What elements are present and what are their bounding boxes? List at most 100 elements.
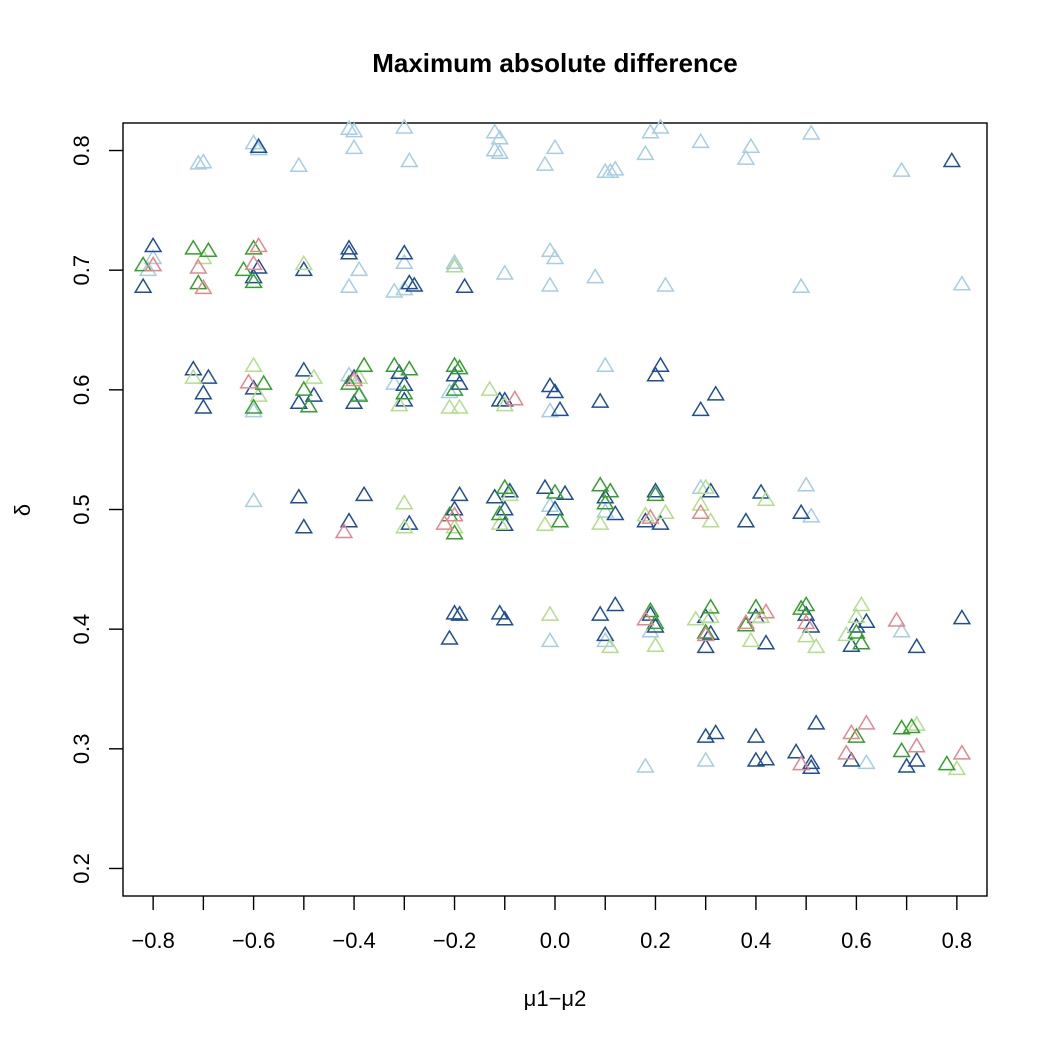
data-point: [701, 598, 720, 614]
data-point: [756, 634, 776, 650]
x-axis-label: μ1−μ2: [524, 986, 587, 1011]
data-point: [590, 605, 610, 621]
data-point: [590, 392, 610, 408]
data-point: [194, 153, 213, 169]
data-point: [339, 374, 359, 390]
data-point: [244, 491, 263, 508]
data-point: [143, 236, 163, 253]
data-point: [445, 506, 464, 522]
data-point: [791, 599, 811, 615]
data-point: [395, 518, 414, 534]
data-point: [339, 512, 359, 528]
data-point: [143, 248, 163, 265]
data-points: [133, 118, 972, 776]
data-point: [540, 241, 560, 258]
data-point: [450, 485, 469, 502]
data-point: [701, 607, 720, 624]
data-point: [641, 508, 660, 524]
data-point: [696, 623, 715, 639]
data-point: [545, 483, 565, 499]
data-point: [400, 360, 419, 376]
data-point: [701, 624, 720, 640]
data-point: [400, 274, 419, 290]
data-point: [796, 627, 816, 643]
data-point: [249, 236, 268, 253]
data-point: [842, 723, 861, 740]
data-point: [254, 374, 273, 390]
data-point: [249, 137, 268, 153]
x-tick-label: 0.2: [640, 928, 671, 953]
data-point: [495, 264, 514, 280]
data-point: [701, 482, 720, 498]
series-2: [184, 248, 967, 776]
data-point: [651, 356, 670, 372]
data-point: [244, 254, 263, 271]
data-point: [550, 400, 570, 417]
data-point: [194, 398, 213, 414]
data-point: [907, 637, 926, 654]
data-point: [535, 478, 555, 494]
data-point: [249, 386, 268, 402]
data-point: [596, 625, 615, 642]
data-point: [756, 490, 776, 506]
data-point: [199, 241, 218, 258]
data-point: [480, 380, 499, 396]
data-point: [294, 361, 314, 377]
data-point: [385, 282, 404, 298]
data-point: [596, 494, 615, 510]
data-point: [395, 253, 414, 270]
data-point: [756, 750, 776, 766]
data-point: [892, 161, 911, 177]
data-point: [952, 275, 972, 291]
data-point: [535, 515, 555, 532]
data-point: [194, 278, 213, 295]
data-point: [691, 400, 710, 417]
x-tick-label: −0.2: [433, 928, 476, 953]
data-point: [349, 260, 369, 277]
data-point: [455, 277, 474, 293]
data-point: [596, 502, 615, 518]
y-tick-label: 0.4: [69, 614, 94, 645]
data-point: [349, 386, 369, 402]
data-point: [952, 744, 972, 760]
data-point: [601, 162, 620, 179]
data-point: [244, 356, 263, 372]
data-point: [339, 119, 359, 135]
data-point: [857, 753, 876, 770]
data-point: [344, 138, 364, 155]
data-point: [143, 256, 163, 272]
data-point: [746, 727, 766, 743]
data-point: [837, 744, 856, 760]
data-point: [450, 358, 469, 375]
data-point: [696, 625, 715, 642]
data-point: [495, 610, 514, 626]
series-0: [138, 118, 972, 773]
data-point: [646, 366, 665, 382]
data-point: [244, 402, 263, 418]
x-tick-label: −0.8: [131, 928, 174, 953]
data-point: [691, 495, 710, 511]
data-point: [746, 751, 766, 767]
data-point: [806, 714, 826, 730]
data-point: [189, 258, 208, 274]
data-point: [606, 504, 625, 521]
data-point: [696, 478, 715, 494]
data-point: [786, 743, 806, 759]
data-point: [636, 610, 655, 626]
data-point: [339, 244, 359, 260]
data-point: [545, 138, 565, 155]
data-point: [601, 482, 620, 498]
data-point: [590, 476, 610, 492]
data-point: [138, 260, 158, 277]
data-point: [249, 140, 268, 156]
data-point: [736, 613, 756, 630]
data-point: [184, 368, 203, 384]
data-point: [249, 258, 268, 274]
data-point: [937, 755, 957, 771]
data-point: [892, 719, 911, 735]
x-tick-label: 0.0: [540, 928, 571, 953]
data-point: [902, 717, 921, 734]
data-point: [907, 737, 926, 753]
data-point: [646, 613, 665, 630]
